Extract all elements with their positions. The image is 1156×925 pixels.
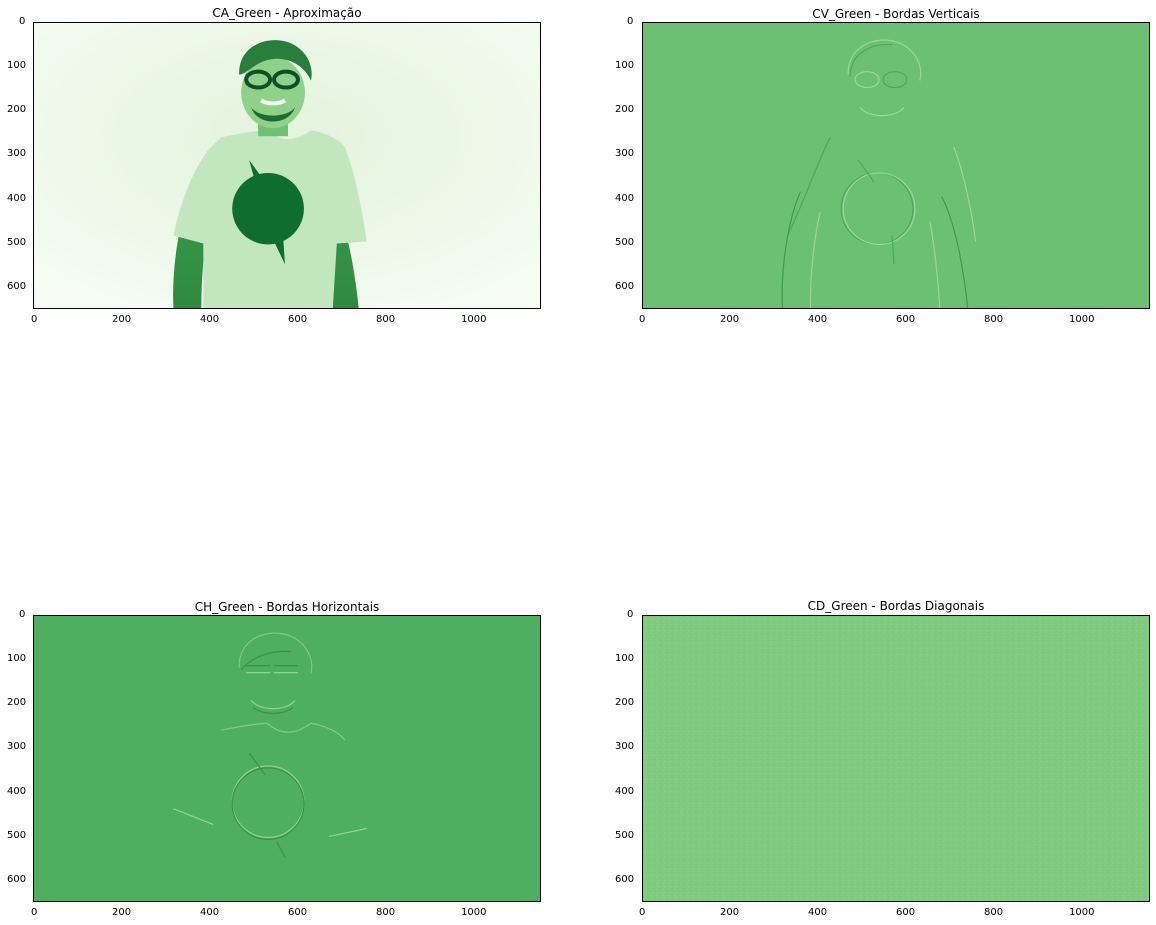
y-tick-label: 600 [615,281,635,292]
x-tick-label: 0 [31,314,38,325]
y-tick-label: 200 [7,697,27,708]
y-tick-label: 500 [615,830,635,841]
panel-ca-green: CA_Green - Aproximação [0,0,578,330]
y-tick-label: 600 [7,281,27,292]
x-tick-label: 200 [112,907,132,918]
y-tick-label: 300 [615,148,635,159]
x-tick-label: 400 [200,314,220,325]
y-tick-label: 100 [7,653,27,664]
plot-area [642,615,1150,902]
x-tick-label: 1000 [1069,907,1095,918]
plot-area [33,615,541,902]
x-tick-label: 600 [288,314,308,325]
y-tick-label: 200 [615,697,635,708]
x-tick-label: 800 [376,314,396,325]
y-tick-label: 400 [7,193,27,204]
y-tick-label: 300 [7,741,27,752]
y-tick-label: 100 [615,653,635,664]
x-tick-label: 1000 [1069,314,1095,325]
y-tick-label: 0 [19,16,26,27]
y-tick-label: 200 [615,104,635,115]
y-tick-label: 100 [615,60,635,71]
y-tick-label: 500 [7,830,27,841]
y-tick-label: 400 [7,786,27,797]
panel-ch-green: CH_Green - Bordas Horizontais 0 100 [0,592,578,925]
y-tick-label: 600 [7,874,27,885]
y-tick-label: 0 [627,16,634,27]
y-tick-label: 300 [7,148,27,159]
x-tick-label: 200 [112,314,132,325]
y-tick-label: 0 [19,609,26,620]
x-tick-label: 1000 [461,314,487,325]
x-tick-label: 0 [31,907,38,918]
plot-area [642,22,1150,309]
x-tick-label: 200 [720,907,740,918]
x-tick-label: 0 [639,907,646,918]
y-tick-label: 100 [7,60,27,71]
panel-title: CV_Green - Bordas Verticais [812,7,980,21]
x-tick-label: 400 [808,314,828,325]
x-tick-label: 800 [984,907,1004,918]
x-tick-label: 600 [896,314,916,325]
diagonal-edges-image [643,616,1149,901]
x-tick-label: 800 [376,907,396,918]
x-tick-label: 600 [896,907,916,918]
horizontal-edges-image [34,616,540,901]
y-tick-label: 500 [7,237,27,248]
panel-cd-green: CD_Green - Bordas Diagonais 0 100 200 30… [578,592,1156,925]
x-tick-label: 600 [288,907,308,918]
y-tick-label: 400 [615,786,635,797]
x-tick-label: 0 [639,314,646,325]
x-tick-label: 400 [200,907,220,918]
panel-title: CD_Green - Bordas Diagonais [807,599,985,613]
panel-title: CA_Green - Aproximação [212,6,362,20]
x-tick-label: 400 [808,907,828,918]
panel-title: CH_Green - Bordas Horizontais [194,600,380,614]
y-tick-label: 400 [615,193,635,204]
vertical-edges-image [643,23,1149,308]
y-tick-label: 300 [615,741,635,752]
x-tick-label: 800 [984,314,1004,325]
approximation-image [34,23,540,308]
y-tick-label: 200 [7,104,27,115]
plot-area [33,22,541,309]
y-tick-label: 500 [615,237,635,248]
y-tick-label: 0 [627,609,634,620]
y-tick-label: 600 [615,874,635,885]
panel-cv-green: CV_Green - Bordas Verticais [578,0,1156,330]
x-tick-label: 1000 [461,907,487,918]
x-tick-label: 200 [720,314,740,325]
